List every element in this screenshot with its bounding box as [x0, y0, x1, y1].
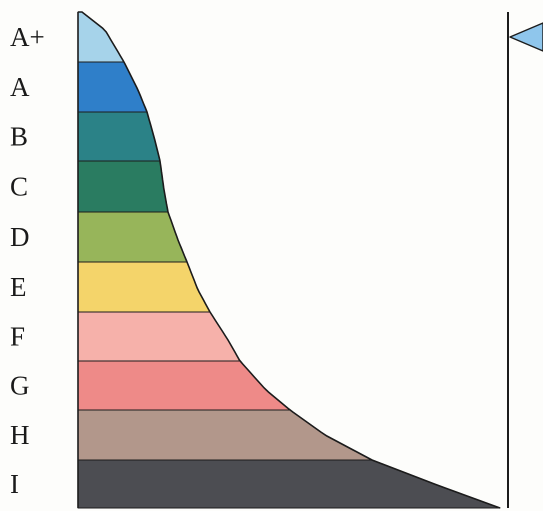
grade-label-a: A [10, 72, 30, 102]
pointer-group [507, 12, 543, 508]
pointer-arrow-icon [509, 22, 543, 52]
grade-label-a-plus: A+ [10, 22, 45, 52]
grade-band-a-plus [77, 11, 125, 63]
grade-band-f [77, 311, 241, 362]
grade-label-h: H [10, 420, 30, 450]
grade-band-c [77, 160, 169, 213]
grade-label-c: C [10, 172, 28, 202]
grade-label-d: D [10, 222, 30, 252]
curve-outline [78, 11, 501, 509]
grade-band-g [77, 360, 291, 411]
grade-band-b [77, 111, 161, 162]
grade-label-e: E [10, 272, 27, 302]
grade-label-g: G [10, 371, 30, 401]
grade-label-b: B [10, 122, 28, 152]
grade-label-i: I [10, 469, 19, 499]
grade-label-f: F [10, 322, 25, 352]
grade-band-h [77, 409, 373, 461]
grade-bands [77, 11, 501, 509]
